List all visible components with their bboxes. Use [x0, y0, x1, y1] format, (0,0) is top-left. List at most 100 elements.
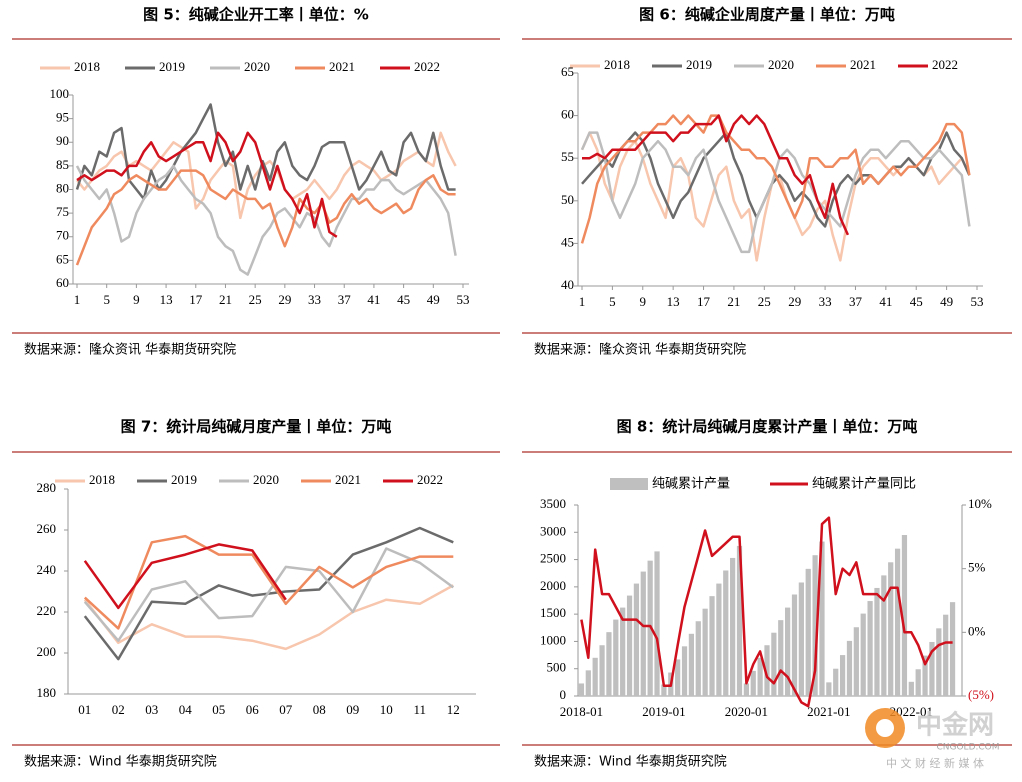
bar — [839, 655, 846, 696]
bar — [695, 621, 701, 696]
x-tick-label: 25 — [758, 294, 771, 309]
x-tick-label: 29 — [788, 294, 801, 309]
source: 数据来源：Wind 华泰期货研究院 — [534, 754, 727, 770]
bar — [901, 535, 908, 696]
watermark: 中金网 CNGOLD.COM 中 文 财 经 新 媒 体 — [865, 708, 1000, 770]
bar — [757, 657, 763, 696]
bar — [613, 619, 619, 696]
y-tick-label: 500 — [547, 660, 567, 675]
bar — [894, 548, 901, 696]
bar — [709, 596, 715, 696]
x-tick-label: 25 — [249, 292, 262, 307]
x-tick-label: 2021-01 — [807, 704, 850, 719]
x-tick-label: 45 — [397, 292, 410, 307]
x-tick-label: 33 — [819, 294, 832, 309]
legend-label: 2018 — [604, 57, 630, 72]
x-tick-label: 5 — [103, 292, 110, 307]
legend-label: 纯碱累计产量同比 — [812, 477, 916, 492]
bar — [785, 607, 791, 696]
x-tick-label: 29 — [278, 292, 291, 307]
bar — [743, 683, 749, 696]
y2-tick-label: 10% — [968, 496, 992, 511]
x-tick-label: 21 — [219, 292, 232, 307]
x-tick-label: 07 — [279, 702, 293, 717]
series-line — [75, 164, 457, 276]
x-tick-label: 33 — [308, 292, 321, 307]
legend-swatch — [610, 478, 648, 490]
charts: 图 5：纯碱企业开工率丨单位：% 数据来源：隆众资讯 华泰期货研究院 60 65 70 7… — [12, 6, 1012, 770]
y-tick-label: 240 — [37, 562, 57, 577]
x-tick-label: 2019-01 — [642, 704, 685, 719]
x-tick-label: 13 — [160, 292, 173, 307]
legend-label: 2019 — [159, 59, 185, 74]
source: 数据来源：隆众资讯 华泰期货研究院 — [534, 342, 746, 358]
x-tick-label: 5 — [609, 294, 616, 309]
x-tick-label: 17 — [697, 294, 711, 309]
y-tick-label: 95 — [56, 110, 69, 125]
x-tick-label: 41 — [879, 294, 892, 309]
watermark-name: 中金网 — [916, 710, 994, 741]
x-tick-label: 17 — [189, 292, 203, 307]
bar — [908, 681, 914, 696]
y-tick-label: 2000 — [540, 578, 566, 593]
series-line — [580, 516, 953, 708]
bar — [640, 571, 646, 696]
bar — [654, 551, 660, 696]
x-tick-label: 03 — [145, 702, 158, 717]
y-tick-label: 220 — [37, 603, 57, 618]
y-tick-label: 65 — [56, 251, 69, 266]
x-tick-label: 02 — [112, 702, 125, 717]
x-tick-label: 45 — [910, 294, 923, 309]
bar — [750, 670, 756, 696]
legend-label: 2020 — [244, 59, 270, 74]
bar — [606, 632, 612, 696]
y-tick-label: 3500 — [540, 496, 566, 511]
x-tick-label: 06 — [246, 702, 260, 717]
watermark-slogan: 中 文 财 经 新 媒 体 — [886, 756, 984, 770]
legend-label: 2019 — [171, 472, 197, 487]
y-tick-label: 65 — [561, 64, 574, 79]
legend-label: 2022 — [414, 59, 440, 74]
bar — [585, 670, 591, 696]
y-tick-label: 200 — [37, 644, 57, 659]
bar — [778, 620, 784, 696]
x-tick-label: 21 — [727, 294, 740, 309]
y2-tick-label: (5%) — [968, 687, 994, 702]
x-tick-label: 2018-01 — [560, 704, 603, 719]
y-tick-label: 55 — [561, 149, 574, 164]
legend-label: 纯碱累计产量 — [652, 477, 730, 492]
series-line — [83, 534, 454, 630]
bar — [922, 655, 928, 696]
bar — [846, 640, 853, 696]
bar — [661, 684, 667, 696]
legend-label: 2022 — [932, 57, 958, 72]
legend-label: 2021 — [329, 59, 355, 74]
series-line — [83, 547, 455, 642]
x-tick-label: 41 — [367, 292, 380, 307]
x-tick-label: 2020-01 — [725, 704, 768, 719]
x-tick-label: 1 — [74, 292, 81, 307]
bar — [881, 575, 887, 696]
y-tick-label: 80 — [56, 180, 69, 195]
x-tick-label: 53 — [457, 292, 470, 307]
bar — [736, 545, 743, 696]
x-tick-label: 37 — [849, 294, 863, 309]
bar — [929, 641, 935, 696]
bar — [723, 570, 729, 696]
x-tick-label: 9 — [640, 294, 647, 309]
bar — [791, 594, 798, 696]
bar — [798, 582, 804, 696]
series-line — [83, 584, 454, 651]
legend-label: 2020 — [253, 472, 279, 487]
series-line — [83, 543, 287, 610]
bar — [599, 645, 605, 696]
y-tick-label: 280 — [37, 480, 57, 495]
x-tick-label: 37 — [338, 292, 352, 307]
y2-tick-label: 0% — [968, 623, 986, 638]
y-tick-label: 1000 — [540, 632, 566, 647]
bar — [812, 555, 818, 696]
y-tick-label: 180 — [37, 685, 57, 700]
watermark-logo-inner — [876, 719, 894, 737]
bar — [888, 562, 894, 696]
bar — [626, 595, 633, 696]
